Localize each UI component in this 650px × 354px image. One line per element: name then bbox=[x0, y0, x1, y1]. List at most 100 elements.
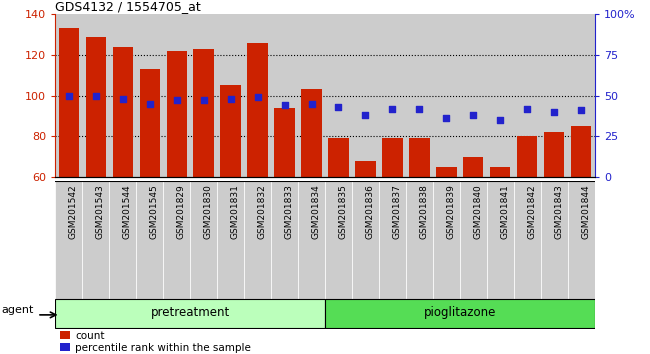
Point bbox=[306, 101, 317, 107]
Text: GSM201839: GSM201839 bbox=[447, 184, 456, 239]
Bar bbox=[248, 43, 268, 177]
Text: GSM201829: GSM201829 bbox=[177, 184, 186, 239]
Bar bbox=[460, 14, 487, 177]
Bar bbox=[406, 14, 433, 177]
FancyBboxPatch shape bbox=[244, 181, 271, 301]
Point bbox=[118, 96, 128, 102]
Text: GSM201842: GSM201842 bbox=[527, 184, 536, 239]
Bar bbox=[58, 28, 79, 177]
Text: agent: agent bbox=[1, 305, 34, 315]
Point bbox=[144, 101, 155, 107]
Point bbox=[198, 98, 209, 103]
FancyBboxPatch shape bbox=[55, 299, 325, 328]
FancyBboxPatch shape bbox=[55, 181, 82, 301]
Bar bbox=[487, 14, 514, 177]
FancyBboxPatch shape bbox=[433, 181, 460, 301]
Text: GSM201542: GSM201542 bbox=[69, 184, 78, 239]
Point bbox=[549, 109, 560, 115]
Point bbox=[360, 112, 370, 118]
Bar bbox=[571, 126, 592, 177]
Text: GSM201545: GSM201545 bbox=[150, 184, 159, 239]
FancyBboxPatch shape bbox=[271, 181, 298, 301]
FancyBboxPatch shape bbox=[406, 181, 433, 301]
Bar bbox=[410, 138, 430, 177]
Bar bbox=[55, 14, 83, 177]
Text: GSM201840: GSM201840 bbox=[473, 184, 482, 239]
Point bbox=[90, 93, 101, 98]
Text: GSM201836: GSM201836 bbox=[365, 184, 374, 239]
Text: GSM201833: GSM201833 bbox=[285, 184, 294, 239]
FancyBboxPatch shape bbox=[136, 181, 163, 301]
Bar bbox=[302, 90, 322, 177]
Bar bbox=[190, 14, 217, 177]
Text: GSM201831: GSM201831 bbox=[231, 184, 240, 239]
Bar bbox=[298, 14, 325, 177]
Legend: count, percentile rank within the sample: count, percentile rank within the sample bbox=[60, 331, 251, 353]
Point bbox=[172, 98, 182, 103]
Bar bbox=[244, 14, 271, 177]
FancyBboxPatch shape bbox=[163, 181, 190, 301]
Bar bbox=[194, 49, 214, 177]
Point bbox=[495, 117, 506, 123]
Bar bbox=[356, 161, 376, 177]
Text: GSM201543: GSM201543 bbox=[96, 184, 105, 239]
FancyBboxPatch shape bbox=[514, 181, 541, 301]
FancyBboxPatch shape bbox=[190, 181, 217, 301]
Point bbox=[441, 115, 452, 121]
Text: pioglitazone: pioglitazone bbox=[424, 306, 496, 319]
Bar bbox=[166, 51, 187, 177]
FancyBboxPatch shape bbox=[379, 181, 406, 301]
Bar bbox=[274, 108, 294, 177]
Text: GSM201844: GSM201844 bbox=[581, 184, 590, 239]
Bar bbox=[82, 14, 109, 177]
Bar bbox=[436, 167, 456, 177]
FancyBboxPatch shape bbox=[82, 181, 109, 301]
Text: pretreatment: pretreatment bbox=[151, 306, 229, 319]
Bar bbox=[112, 47, 133, 177]
Bar bbox=[271, 14, 298, 177]
FancyBboxPatch shape bbox=[298, 181, 325, 301]
Point bbox=[576, 107, 586, 113]
Text: GSM201841: GSM201841 bbox=[500, 184, 510, 239]
FancyBboxPatch shape bbox=[325, 299, 595, 328]
Text: GSM201830: GSM201830 bbox=[203, 184, 213, 239]
Text: GDS4132 / 1554705_at: GDS4132 / 1554705_at bbox=[55, 0, 201, 13]
Bar bbox=[163, 14, 190, 177]
FancyBboxPatch shape bbox=[568, 181, 595, 301]
Bar bbox=[86, 36, 106, 177]
Text: GSM201834: GSM201834 bbox=[311, 184, 320, 239]
Bar bbox=[433, 14, 460, 177]
Bar bbox=[352, 14, 379, 177]
Text: GSM201835: GSM201835 bbox=[339, 184, 348, 239]
Bar bbox=[328, 138, 348, 177]
FancyBboxPatch shape bbox=[541, 181, 568, 301]
Bar bbox=[544, 132, 564, 177]
Point bbox=[64, 93, 74, 98]
FancyBboxPatch shape bbox=[325, 181, 352, 301]
Point bbox=[387, 106, 398, 112]
Text: GSM201832: GSM201832 bbox=[257, 184, 266, 239]
Bar bbox=[379, 14, 406, 177]
Point bbox=[252, 95, 263, 100]
Text: GSM201838: GSM201838 bbox=[419, 184, 428, 239]
Bar bbox=[514, 14, 541, 177]
Bar bbox=[517, 136, 538, 177]
Point bbox=[522, 106, 532, 112]
Bar bbox=[136, 14, 163, 177]
Bar bbox=[382, 138, 402, 177]
Text: GSM201837: GSM201837 bbox=[393, 184, 402, 239]
Bar bbox=[140, 69, 160, 177]
Bar bbox=[463, 156, 484, 177]
FancyBboxPatch shape bbox=[460, 181, 487, 301]
FancyBboxPatch shape bbox=[487, 181, 514, 301]
FancyBboxPatch shape bbox=[217, 181, 244, 301]
Point bbox=[280, 103, 290, 108]
Bar bbox=[109, 14, 136, 177]
FancyBboxPatch shape bbox=[109, 181, 136, 301]
Bar bbox=[220, 85, 240, 177]
Point bbox=[468, 112, 478, 118]
Point bbox=[414, 106, 424, 112]
Text: GSM201843: GSM201843 bbox=[554, 184, 564, 239]
Bar bbox=[568, 14, 595, 177]
Bar bbox=[490, 167, 510, 177]
